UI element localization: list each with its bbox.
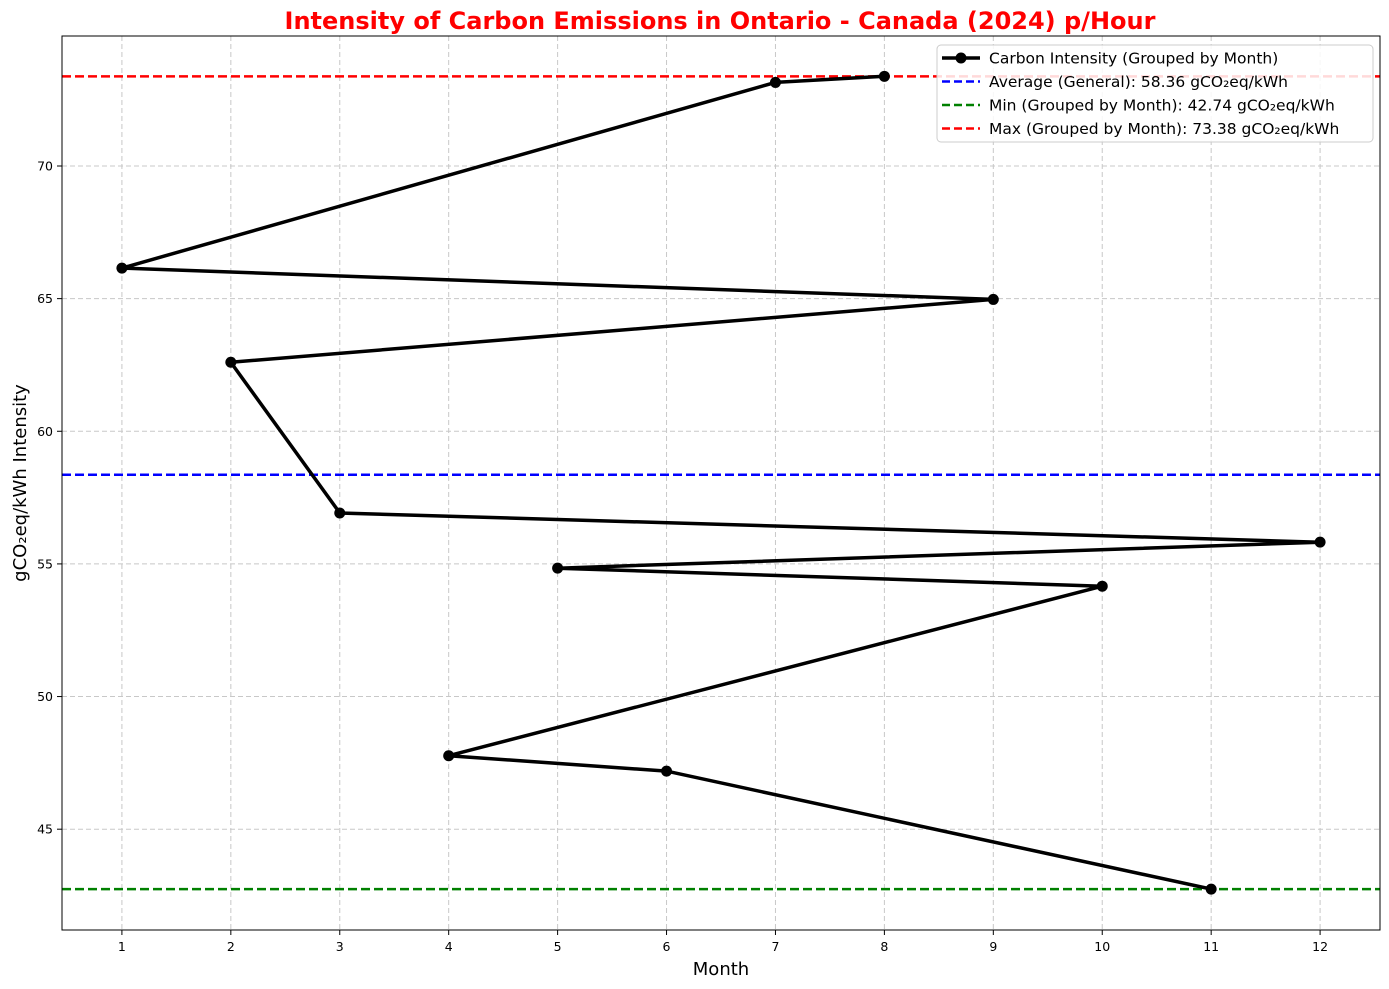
x-tick-label: 7: [771, 939, 779, 954]
grid: [62, 36, 1380, 930]
y-tick-label: 45: [37, 822, 53, 837]
legend-entry-label: Carbon Intensity (Grouped by Month): [989, 50, 1278, 68]
data-point: [225, 356, 237, 368]
legend-entry-label: Average (General): 58.36 gCO₂eq/kWh: [989, 73, 1288, 91]
x-tick-label: 2: [227, 939, 235, 954]
x-axis-label: Month: [693, 959, 749, 980]
chart-title: Intensity of Carbon Emissions in Ontario…: [285, 7, 1156, 35]
y-tick-label: 70: [37, 158, 53, 173]
series-line: [121, 74, 1321, 891]
legend-box: [936, 44, 1374, 143]
x-tick-label: 12: [1312, 939, 1328, 954]
data-point: [443, 750, 455, 762]
data-point: [1096, 580, 1108, 592]
x-tick-label: 4: [445, 939, 453, 954]
plot-frame: [61, 35, 1381, 931]
data-point: [552, 562, 564, 574]
x-tick-label: 8: [880, 939, 888, 954]
legend-entry-label: Max (Grouped by Month): 73.38 gCO₂eq/kWh: [989, 120, 1339, 138]
legend-marker: [955, 52, 967, 64]
x-tick-label: 5: [554, 939, 562, 954]
x-axis: 1 2 3 4 5 6 7 8 9 10 11 12: [118, 930, 1328, 954]
y-tick-label: 60: [37, 424, 53, 439]
legend-entry-label: Min (Grouped by Month): 42.74 gCO₂eq/kWh: [989, 97, 1335, 115]
data-point: [987, 293, 999, 305]
x-tick-label: 9: [989, 939, 997, 954]
series-layer: [116, 70, 1326, 895]
data-point: [1314, 536, 1326, 548]
data-point: [878, 70, 890, 82]
reference-lines: [62, 75, 1380, 891]
x-tick-label: 10: [1094, 939, 1110, 954]
data-point: [116, 262, 128, 274]
legend: Carbon Intensity (Grouped by Month) Avera…: [936, 44, 1374, 143]
y-tick-label: 50: [37, 689, 53, 704]
y-tick-label: 65: [37, 291, 53, 306]
y-tick-label: 55: [37, 556, 53, 571]
x-tick-label: 11: [1203, 939, 1219, 954]
data-point: [769, 76, 781, 88]
data-point: [661, 765, 673, 777]
x-tick-label: 3: [336, 939, 344, 954]
y-axis: 45 50 55 60 65 70: [37, 158, 62, 837]
data-point: [1205, 883, 1217, 895]
x-tick-label: 1: [118, 939, 126, 954]
y-axis-label: gCO₂eq/kWh Intensity: [10, 384, 31, 582]
x-tick-label: 6: [663, 939, 671, 954]
data-point: [334, 507, 346, 519]
